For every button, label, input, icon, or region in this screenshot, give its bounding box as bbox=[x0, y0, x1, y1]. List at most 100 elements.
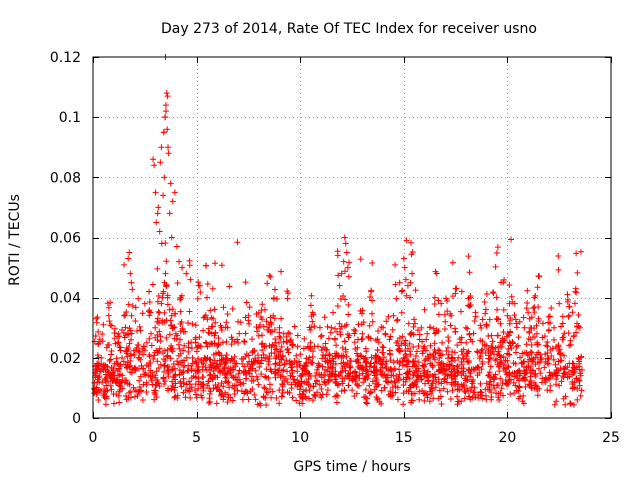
data-point bbox=[373, 358, 380, 365]
data-point bbox=[445, 351, 452, 358]
data-point bbox=[168, 386, 175, 393]
data-point bbox=[259, 332, 266, 339]
data-point bbox=[464, 376, 471, 383]
data-point bbox=[169, 306, 176, 313]
data-point bbox=[133, 388, 140, 395]
data-point bbox=[567, 337, 574, 344]
data-point bbox=[569, 309, 576, 316]
data-point bbox=[327, 329, 334, 336]
data-point bbox=[478, 347, 485, 354]
data-point bbox=[431, 330, 438, 337]
data-point bbox=[150, 356, 157, 363]
data-point bbox=[520, 400, 527, 407]
data-point bbox=[466, 331, 473, 338]
data-point bbox=[342, 268, 349, 275]
y-tick-label: 0 bbox=[72, 411, 81, 427]
data-point bbox=[344, 360, 351, 367]
data-point bbox=[284, 339, 291, 346]
data-point bbox=[189, 354, 196, 361]
data-point bbox=[572, 288, 579, 295]
data-point bbox=[490, 290, 497, 297]
data-point bbox=[470, 366, 477, 373]
data-point bbox=[177, 378, 184, 385]
data-point bbox=[148, 330, 155, 337]
data-point bbox=[177, 336, 184, 343]
data-point bbox=[307, 359, 314, 366]
data-point bbox=[202, 355, 209, 362]
data-point bbox=[364, 400, 371, 407]
data-point bbox=[123, 396, 130, 403]
data-point bbox=[368, 287, 375, 294]
data-point bbox=[523, 364, 530, 371]
data-point bbox=[362, 394, 369, 401]
data-point bbox=[121, 312, 128, 319]
data-point bbox=[127, 270, 134, 277]
data-point bbox=[422, 356, 429, 363]
data-point bbox=[394, 316, 401, 323]
data-point bbox=[447, 396, 454, 403]
data-point bbox=[558, 323, 565, 330]
data-point bbox=[161, 309, 168, 316]
data-point bbox=[246, 320, 253, 327]
data-point bbox=[362, 399, 369, 406]
data-point bbox=[308, 292, 315, 299]
data-point bbox=[137, 373, 144, 380]
data-point bbox=[400, 255, 407, 262]
data-point bbox=[462, 389, 469, 396]
data-point bbox=[153, 219, 160, 226]
data-point bbox=[326, 371, 333, 378]
data-point bbox=[258, 307, 265, 314]
data-point bbox=[186, 378, 193, 385]
data-point bbox=[160, 192, 167, 199]
data-point bbox=[382, 330, 389, 337]
data-point bbox=[139, 396, 146, 403]
data-point bbox=[198, 359, 205, 366]
data-point bbox=[245, 317, 252, 324]
data-point bbox=[283, 375, 290, 382]
data-point bbox=[110, 400, 117, 407]
data-point bbox=[468, 378, 475, 385]
data-point bbox=[297, 351, 304, 358]
data-point bbox=[288, 341, 295, 348]
data-point bbox=[211, 306, 218, 313]
x-tick-label: 25 bbox=[602, 430, 620, 446]
data-point bbox=[189, 321, 196, 328]
data-point bbox=[130, 347, 137, 354]
x-tick-label: 20 bbox=[498, 430, 516, 446]
data-point bbox=[404, 282, 411, 289]
data-point bbox=[419, 338, 426, 345]
data-point bbox=[276, 367, 283, 374]
data-point bbox=[326, 352, 333, 359]
data-point bbox=[379, 349, 386, 356]
data-point bbox=[218, 352, 225, 359]
data-point bbox=[200, 385, 207, 392]
data-point bbox=[126, 325, 133, 332]
y-tick-label: 0.04 bbox=[50, 291, 81, 307]
data-point bbox=[145, 308, 152, 315]
data-point bbox=[561, 365, 568, 372]
data-point bbox=[221, 364, 228, 371]
data-point bbox=[193, 359, 200, 366]
data-point bbox=[212, 319, 219, 326]
data-point bbox=[424, 394, 431, 401]
data-point bbox=[494, 332, 501, 339]
data-point bbox=[169, 325, 176, 332]
data-point bbox=[347, 364, 354, 371]
data-point bbox=[523, 341, 530, 348]
data-point bbox=[180, 375, 187, 382]
data-point bbox=[491, 385, 498, 392]
y-tick-label: 0.08 bbox=[50, 170, 81, 186]
data-point bbox=[252, 367, 259, 374]
data-point bbox=[225, 379, 232, 386]
data-point bbox=[471, 384, 478, 391]
data-point bbox=[401, 339, 408, 346]
data-point bbox=[485, 372, 492, 379]
data-point bbox=[425, 355, 432, 362]
data-point bbox=[160, 350, 167, 357]
data-point bbox=[153, 368, 160, 375]
data-point bbox=[411, 316, 418, 323]
data-point bbox=[553, 369, 560, 376]
data-point bbox=[140, 351, 147, 358]
data-point bbox=[203, 340, 210, 347]
data-point bbox=[176, 367, 183, 374]
